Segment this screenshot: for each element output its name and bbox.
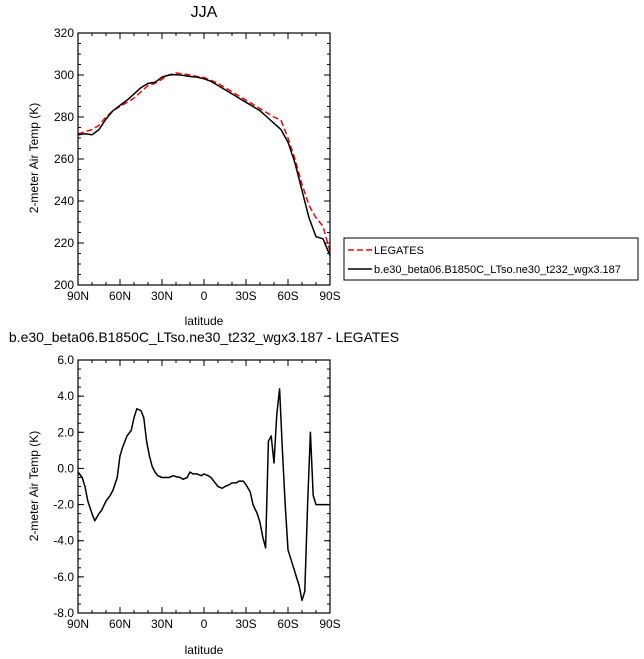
top-y-tick-label: 240 — [54, 194, 74, 208]
top-y-axis-label: 2-meter Air Temp (K) — [27, 103, 41, 213]
bottom-x-tick-label: 30N — [151, 617, 173, 631]
bottom-plot-frame — [77, 359, 331, 614]
top-x-tick-label: 30S — [235, 289, 256, 303]
top-x-tick-label: 60N — [109, 289, 131, 303]
top-chart-title: JJA — [191, 4, 218, 21]
bottom-y-tick-label: 4.0 — [57, 389, 74, 403]
top-y-tick-label: 320 — [54, 26, 74, 40]
top-x-tick-label: 90S — [319, 289, 340, 303]
top-x-tick-label: 0 — [201, 289, 208, 303]
top-y-tick-label: 220 — [54, 236, 74, 250]
bottom-y-tick-label: 2.0 — [57, 425, 74, 439]
temperature-panel: JJA 2-meter Air Temp (K) latitude 90N 60N… — [27, 4, 639, 328]
top-y-tick-label: 280 — [54, 110, 74, 124]
bottom-x-axis-label: latitude — [185, 643, 224, 657]
top-y-tick-label: 300 — [54, 68, 74, 82]
bottom-y-tick-label: -6.0 — [53, 570, 74, 584]
bottom-series-line-0 — [77, 388, 330, 602]
bottom-x-tick-label: 30S — [235, 617, 256, 631]
bottom-y-tick-label: 0.0 — [57, 461, 74, 475]
top-x-tick-label: 60S — [277, 289, 298, 303]
top-plot-frame — [77, 32, 331, 286]
bottom-x-tick-label: 60N — [109, 617, 131, 631]
bottom-y-tick-label: -8.0 — [53, 606, 74, 620]
top-x-tick-label: 90N — [67, 289, 89, 303]
top-y-tick-label: 200 — [54, 278, 74, 292]
bottom-y-axis-label: 2-meter Air Temp (K) — [27, 431, 41, 541]
bottom-x-tick-label: 90N — [67, 617, 89, 631]
top-x-axis-label: latitude — [185, 314, 224, 328]
top-y-tick-label: 260 — [54, 152, 74, 166]
legend-box — [343, 237, 639, 281]
bottom-x-tick-label: 0 — [201, 617, 208, 631]
top-series-line-1 — [77, 73, 331, 256]
bottom-x-tick-label: 90S — [319, 617, 340, 631]
bottom-chart-title: b.e30_beta06.B1850C_LTso.ne30_t232_wgx3.… — [9, 329, 399, 345]
bottom-x-tick-label: 60S — [277, 617, 298, 631]
top-x-tick-label: 30N — [151, 289, 173, 303]
legend-label-legates: LEGATES — [374, 245, 424, 257]
top-series-line-0 — [77, 72, 331, 252]
difference-panel: b.e30_beta06.B1850C_LTso.ne30_t232_wgx3.… — [9, 329, 399, 657]
legend: LEGATES b.e30_beta06.B1850C_LTso.ne30_t2… — [343, 237, 639, 281]
bottom-y-tick-label: -4.0 — [53, 534, 74, 548]
bottom-y-tick-label: 6.0 — [57, 353, 74, 367]
bottom-y-tick-label: -2.0 — [53, 498, 74, 512]
legend-label-model: b.e30_beta06.B1850C_LTso.ne30_t232_wgx3.… — [374, 264, 621, 276]
